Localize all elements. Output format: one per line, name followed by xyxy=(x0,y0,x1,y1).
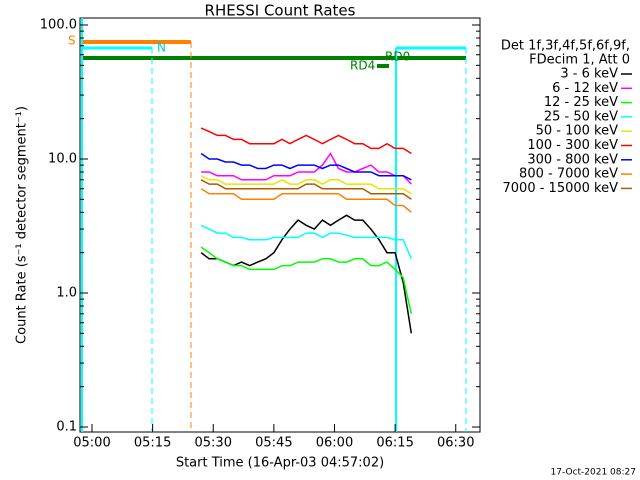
series-line xyxy=(200,224,412,260)
series-line xyxy=(200,179,412,200)
series-line xyxy=(200,188,412,213)
y-tick-label: 10.0 xyxy=(48,152,77,167)
legend-title: Det 1f,3f,4f,5f,6f,9f, xyxy=(501,39,630,54)
legend-label: 12 - 25 keV xyxy=(544,95,618,110)
legend-label: 800 - 7000 keV xyxy=(519,167,618,182)
legend-label: 300 - 800 keV xyxy=(527,152,618,167)
footer: 17-Oct-2021 08:27 xyxy=(551,468,636,478)
x-tick-label: 05:15 xyxy=(134,436,171,451)
x-tick-label: 05:45 xyxy=(255,436,292,451)
series-line xyxy=(200,214,413,334)
y-tick-label: 1.0 xyxy=(56,286,77,301)
series-line xyxy=(201,152,412,185)
series-line xyxy=(200,246,413,314)
y-tick-label: 0.1 xyxy=(56,420,77,435)
legend-title: FDecim 1, Att 0 xyxy=(529,53,630,68)
chart-title: RHESSI Count Rates xyxy=(205,2,356,20)
x-tick-label: 06:30 xyxy=(437,436,474,451)
y-axis-label: Count Rate (s⁻¹ detector segment⁻¹) xyxy=(15,106,30,344)
annotation: RD4 xyxy=(350,59,375,73)
x-tick-label: 05:00 xyxy=(73,436,110,451)
legend-label: 50 - 100 keV xyxy=(536,124,619,139)
series-line xyxy=(200,152,412,181)
legend-label: 3 - 6 keV xyxy=(560,67,618,82)
legend-label: 7000 - 15000 keV xyxy=(503,181,619,196)
x-axis-label: Start Time (16-Apr-03 04:57:02) xyxy=(176,456,384,471)
x-tick-label: 05:30 xyxy=(195,436,232,451)
y-tick-label: 100.0 xyxy=(40,18,77,33)
legend-label: 25 - 50 keV xyxy=(544,109,618,124)
x-tick-label: 06:00 xyxy=(316,436,353,451)
x-tick-label: 06:15 xyxy=(376,436,413,451)
series-line xyxy=(200,127,412,155)
plot-frame xyxy=(79,17,481,433)
legend-label: 100 - 300 keV xyxy=(527,138,618,153)
annotation: N xyxy=(157,41,166,55)
annotation: RD0 xyxy=(385,50,410,64)
legend-label: 6 - 12 keV xyxy=(552,81,618,96)
annotation: S xyxy=(68,34,76,48)
series-line xyxy=(200,175,412,195)
